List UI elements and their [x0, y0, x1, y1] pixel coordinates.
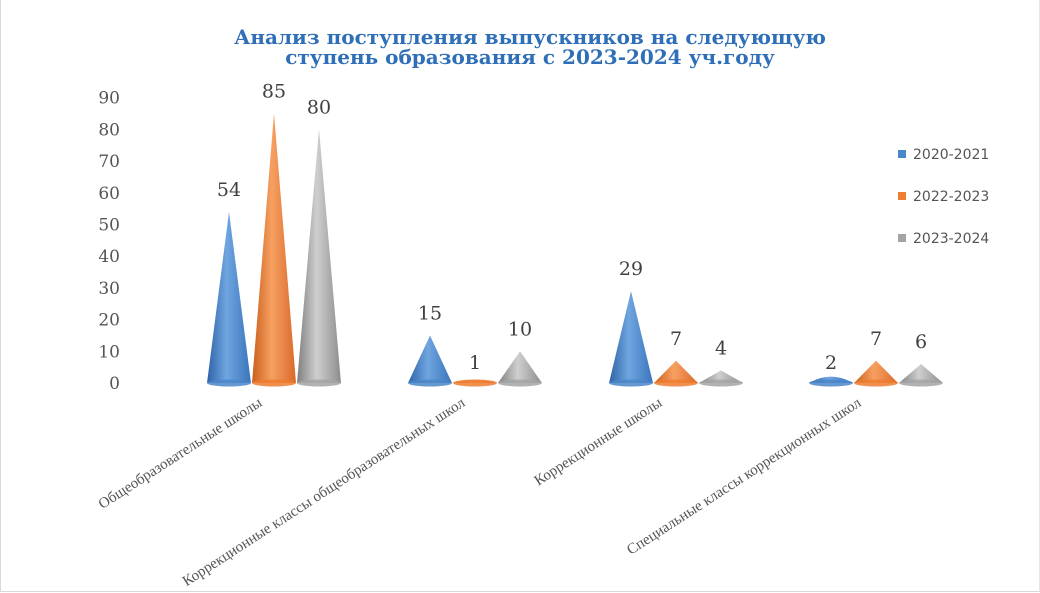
- data-label: 85: [262, 81, 286, 103]
- legend-swatch: [898, 150, 906, 158]
- cone-1-1: [207, 211, 251, 387]
- data-label: 7: [670, 328, 682, 350]
- y-tick-label: 70: [98, 152, 120, 172]
- cone-1-2: [408, 335, 452, 387]
- cone-2-1: [252, 113, 296, 387]
- y-tick-label: 30: [98, 279, 120, 299]
- y-tick-label: 50: [98, 216, 120, 236]
- data-label: 15: [418, 302, 442, 324]
- y-tick-label: 40: [98, 247, 120, 267]
- legend-item-2: 2022-2023: [898, 189, 989, 205]
- category-label: Коррекционные школы: [532, 395, 665, 489]
- data-label: 7: [870, 328, 882, 350]
- cone-1-3: [609, 291, 653, 387]
- cone-1-4: [809, 376, 853, 387]
- data-label: 10: [508, 318, 532, 340]
- y-tick-label: 10: [98, 342, 120, 362]
- data-label: 29: [619, 258, 643, 280]
- legend-label: 2022-2023: [913, 189, 989, 205]
- legend-item-1: 2020-2021: [898, 147, 989, 163]
- legend-swatch: [898, 192, 906, 200]
- cone-3-3: [699, 370, 743, 387]
- cone-3-2: [498, 351, 542, 387]
- cone-3-1: [297, 129, 341, 387]
- category-label: Общеобразовательные школы: [96, 395, 265, 513]
- cone-3-4: [899, 363, 943, 387]
- y-tick-label: 0: [109, 374, 120, 394]
- chart-title-line1: Анализ поступления выпускников на следую…: [234, 25, 826, 49]
- legend-item-3: 2023-2024: [898, 231, 989, 247]
- data-label: 2: [825, 352, 837, 374]
- cone-2-4: [854, 360, 898, 387]
- y-tick-label: 60: [98, 184, 120, 204]
- data-label: 4: [715, 337, 727, 359]
- category-label: Специальные классы коррекционных школ: [624, 395, 864, 559]
- y-tick-label: 80: [98, 120, 120, 140]
- data-label: 80: [307, 96, 331, 118]
- chart-title-line2: ступень образования с 2023-2024 уч.году: [285, 45, 775, 69]
- y-tick-label: 90: [98, 89, 120, 109]
- data-label: 1: [469, 352, 481, 374]
- legend-label: 2020-2021: [913, 147, 989, 163]
- data-label: 6: [915, 331, 927, 353]
- legend-label: 2023-2024: [913, 231, 989, 247]
- cone-2-3: [654, 360, 698, 387]
- data-label: 54: [217, 179, 241, 201]
- legend-swatch: [898, 234, 906, 242]
- y-tick-label: 20: [98, 311, 120, 331]
- cone-2-2: [453, 379, 497, 387]
